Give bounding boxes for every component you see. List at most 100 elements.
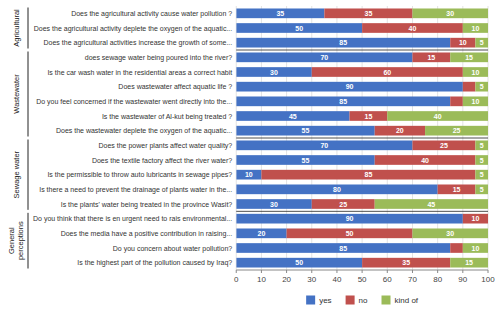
data-label: 85 — [339, 98, 347, 105]
category-label: Is the car wash water in the residential… — [47, 69, 232, 76]
bar — [236, 67, 312, 77]
data-label: 45 — [427, 201, 435, 208]
data-label: 15 — [465, 259, 473, 266]
category-label: Does the power plants affect water quali… — [99, 142, 233, 150]
data-label: 35 — [365, 10, 373, 17]
x-axis: 0102030405060708090100 — [234, 270, 495, 284]
data-label: 55 — [302, 127, 310, 134]
legend-swatch — [382, 296, 391, 305]
group-separator — [236, 50, 488, 51]
group-label: Wastewater — [12, 74, 21, 114]
legend-item: no — [346, 296, 368, 305]
data-label: 5 — [480, 142, 484, 149]
category-label: Is there a need to prevent the drainage … — [39, 186, 232, 194]
data-label: 25 — [453, 127, 461, 134]
data-label: 80 — [333, 186, 341, 193]
data-label: 85 — [365, 171, 373, 178]
group-label: Generalperceptions — [8, 221, 25, 260]
group-label: Agricultural — [12, 9, 21, 47]
category-label: Does the textile factory affect the rive… — [92, 157, 232, 165]
bar — [324, 8, 412, 18]
bar — [450, 243, 463, 253]
data-label: 40 — [409, 25, 417, 32]
data-label: 70 — [320, 54, 328, 61]
data-label: 30 — [270, 201, 278, 208]
data-label: 15 — [365, 113, 373, 120]
tick-label: 80 — [433, 275, 442, 284]
bar — [463, 243, 488, 253]
tick-label: 60 — [383, 275, 392, 284]
data-label: 5 — [480, 39, 484, 46]
data-label: 85 — [339, 245, 347, 252]
bar — [475, 184, 488, 194]
data-label: 30 — [446, 230, 454, 237]
bar — [350, 111, 388, 121]
data-label: 10 — [472, 98, 480, 105]
bars — [236, 8, 488, 267]
bar — [450, 52, 488, 62]
data-label: 25 — [440, 142, 448, 149]
tick-label: 40 — [332, 275, 341, 284]
group-separator — [236, 138, 488, 139]
bar — [236, 111, 349, 121]
group-separator — [236, 211, 488, 212]
bar — [236, 140, 412, 150]
tick-label: 0 — [234, 275, 239, 284]
bar — [463, 23, 488, 33]
bar — [236, 214, 463, 224]
category-label: Is the wastewater of Al-kut being treate… — [102, 113, 232, 121]
data-label: 55 — [302, 157, 310, 164]
group-bracket — [28, 140, 29, 210]
bar — [236, 23, 362, 33]
data-label: 50 — [295, 25, 303, 32]
bar — [475, 155, 488, 165]
bar — [450, 258, 488, 268]
tick-label: 20 — [282, 275, 291, 284]
bar — [463, 96, 488, 106]
bar — [488, 214, 489, 224]
bar — [475, 38, 488, 48]
legend-label: yes — [319, 296, 331, 305]
bar — [438, 184, 476, 194]
group-label: Sewage water — [12, 150, 21, 198]
category-label: Does the media have a positive contribut… — [61, 230, 233, 238]
tick-label: 100 — [481, 275, 495, 284]
data-label: 50 — [346, 230, 354, 237]
bar — [287, 228, 413, 238]
data-label: 45 — [289, 113, 297, 120]
chart: Does the agricultural activity cause wat… — [0, 0, 500, 312]
data-label: 30 — [446, 10, 454, 17]
bar — [236, 170, 261, 180]
tick-label: 30 — [307, 275, 316, 284]
bar — [236, 82, 463, 92]
bar — [412, 228, 488, 238]
data-label: 25 — [339, 201, 347, 208]
bar — [312, 199, 375, 209]
data-label: 10 — [459, 39, 467, 46]
bar — [463, 67, 488, 77]
legend-swatch — [346, 296, 355, 305]
bar — [236, 52, 412, 62]
bar — [236, 126, 374, 136]
category-labels: Does the agricultural activity cause wat… — [33, 10, 232, 267]
data-label: 70 — [320, 142, 328, 149]
bar — [375, 199, 488, 209]
grid — [236, 6, 488, 270]
bar — [312, 67, 463, 77]
bar — [412, 52, 450, 62]
data-label: 40 — [434, 113, 442, 120]
bar — [463, 82, 476, 92]
category-label: Is the highest part of the pollution cau… — [77, 259, 232, 267]
data-label: 50 — [295, 259, 303, 266]
axis-line — [236, 270, 488, 271]
data-label: 5 — [480, 186, 484, 193]
bar — [236, 155, 374, 165]
data-label: 85 — [339, 39, 347, 46]
data-label: 90 — [346, 83, 354, 90]
groups: Agricultural Wastewater Sewage water Genera… — [8, 8, 489, 269]
category-label: Is the permissible to throw auto lubrica… — [47, 171, 232, 179]
bar — [387, 111, 488, 121]
legend-item: yes — [306, 296, 331, 305]
group-bracket — [28, 52, 29, 137]
legend-swatch — [306, 296, 315, 305]
